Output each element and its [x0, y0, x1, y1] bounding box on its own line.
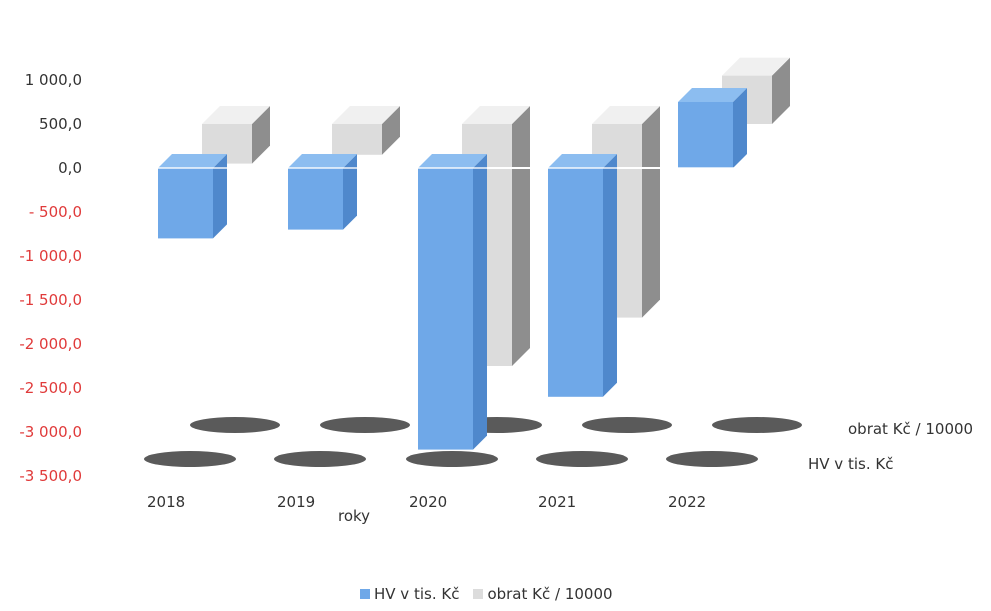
x-tick-label: 2018: [147, 493, 185, 511]
y-tick-label: -3 500,0: [19, 467, 82, 485]
y-tick-label: 0,0: [58, 159, 82, 177]
series-label-hv: HV v tis. Kč: [808, 455, 893, 473]
x-tick-label: 2019: [277, 493, 315, 511]
bar-hv-2022-side: [733, 88, 747, 168]
x-tick-label: 2020: [409, 493, 447, 511]
floor-shadow-hv-2019: [274, 451, 366, 467]
x-axis-title: roky: [338, 507, 370, 525]
bar-hv-2018-front: [158, 168, 213, 239]
bar-hv-2020: [418, 154, 487, 450]
bar-hv-2018-top: [158, 154, 227, 168]
floor-shadow-obrat-2022: [712, 417, 802, 433]
y-tick-label: -2 000,0: [19, 335, 82, 353]
legend-item-hv: HV v tis. Kč: [360, 585, 459, 603]
bar-hv-2021-side: [603, 154, 617, 397]
bar-hv-2022: [678, 88, 747, 168]
y-tick-label: -1 000,0: [19, 247, 82, 265]
bar-obrat-side-2018: [252, 106, 270, 164]
bar-hv-2019-front: [288, 168, 343, 230]
y-tick-label: 500,0: [39, 115, 82, 133]
bar-obrat-front-2019: [332, 124, 382, 155]
floor-shadow-hv-2021: [536, 451, 628, 467]
chart-floor: [144, 417, 802, 467]
bar-obrat-top-2022: [722, 57, 790, 76]
bar-hv-2020-front: [418, 168, 473, 450]
x-axis: 2018 2019 2020 2021 2022: [147, 493, 706, 511]
bar-hv-2018: [158, 154, 227, 239]
bar-obrat-top-2018: [202, 106, 270, 124]
bar-obrat-top-2020: [462, 106, 530, 124]
bar-hv-2019-top: [288, 154, 357, 168]
floor-shadow-obrat-2018: [190, 417, 280, 433]
bar-hv-2019: [288, 154, 357, 230]
legend: HV v tis. Kč obrat Kč / 10000: [360, 584, 613, 604]
bar-obrat-top-2019: [332, 106, 400, 124]
bar-obrat-2019: [332, 106, 400, 155]
bar-hv-2021: [548, 154, 617, 397]
legend-item-obrat: obrat Kč / 10000: [473, 585, 613, 603]
y-axis: 1 000,0 500,0 0,0 - 500,0 -1 000,0 -1 500,0 -2…: [19, 71, 82, 485]
y-tick-label: 1 000,0: [25, 71, 82, 89]
floor-shadow-hv-2020: [406, 451, 498, 467]
floor-shadow-obrat-2021: [582, 417, 672, 433]
bar-hv-2022-top: [678, 88, 747, 102]
y-tick-label: -2 500,0: [19, 379, 82, 397]
bar-hv-2019-side: [343, 154, 357, 230]
bars: [150, 57, 790, 450]
legend-swatch-obrat: [473, 589, 484, 599]
bar-hv-2021-front: [548, 168, 603, 397]
bar-obrat-side-2020: [512, 106, 530, 366]
bar-obrat-side-2022: [772, 57, 790, 124]
bar-obrat-top-2021: [592, 106, 660, 124]
bar-obrat-side-2021: [642, 106, 660, 318]
legend-label-obrat: obrat Kč / 10000: [487, 585, 613, 603]
floor-shadow-hv-2018: [144, 451, 236, 467]
floor-shadow-obrat-2019: [320, 417, 410, 433]
bar-hv-2021-top: [548, 154, 617, 168]
series-depth-labels: obrat Kč / 10000 HV v tis. Kč: [808, 420, 973, 473]
bar-hv-2018-side: [213, 154, 227, 239]
floor-shadow-hv-2022: [666, 451, 758, 467]
bar-hv-2022-front: [678, 102, 733, 168]
y-tick-label: -1 500,0: [19, 291, 82, 309]
legend-swatch-hv: [360, 589, 370, 599]
x-tick-label: 2022: [668, 493, 706, 511]
legend-label-hv: HV v tis. Kč: [374, 585, 460, 603]
bar-obrat-side-2019: [382, 106, 400, 155]
y-tick-label: -3 000,0: [19, 423, 82, 441]
y-tick-label: - 500,0: [29, 203, 82, 221]
series-label-obrat: obrat Kč / 10000: [848, 420, 973, 438]
bar-hv-2020-side: [473, 154, 487, 450]
bar-hv-2020-top: [418, 154, 487, 168]
x-tick-label: 2021: [538, 493, 576, 511]
